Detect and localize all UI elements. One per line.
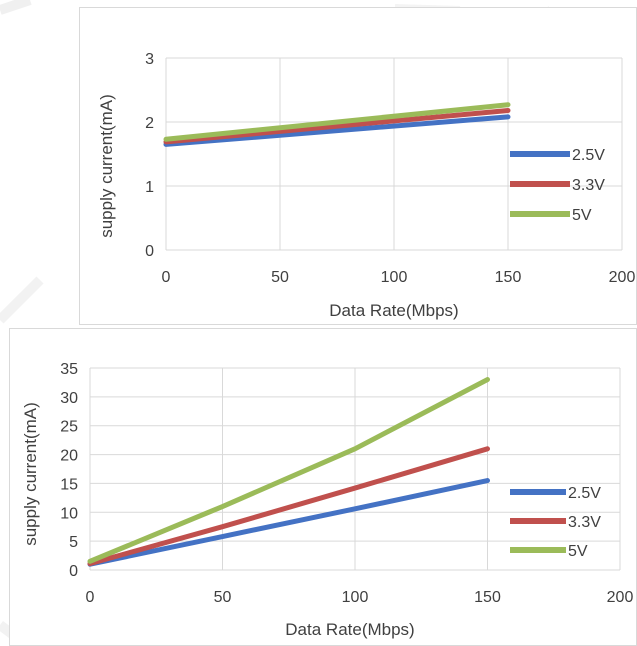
top-series-line-2.5V xyxy=(163,114,511,147)
top-xtick-label: 0 xyxy=(162,269,171,286)
bottom-ytick-label: 15 xyxy=(60,476,78,493)
top-y-axis-title: supply current(mA) xyxy=(97,94,116,238)
bottom-ytick-label: 5 xyxy=(69,534,78,551)
bottom-series-line-3.3V xyxy=(87,446,490,567)
bottom-legend-label: 3.3V xyxy=(568,514,601,531)
bottom-ytick-label: 20 xyxy=(60,448,78,465)
bottom-series-line-5V xyxy=(87,377,490,564)
top-xtick-label: 200 xyxy=(609,269,636,286)
chart-bottom: 0 50 100 150 200 0 5 10 15 20 25 30 35 Data Rate(Mbps… xyxy=(9,328,637,646)
bottom-xtick-label: 150 xyxy=(474,589,501,606)
top-series-line-5V xyxy=(163,102,511,142)
bottom-xtick-label: 50 xyxy=(214,589,232,606)
bottom-ytick-label: 0 xyxy=(69,563,78,580)
top-x-axis-title: Data Rate(Mbps) xyxy=(329,301,458,320)
bottom-xtick-label: 0 xyxy=(86,589,95,606)
bottom-x-axis-title: Data Rate(Mbps) xyxy=(285,620,414,639)
top-xtick-label: 150 xyxy=(495,269,522,286)
top-ytick-label: 0 xyxy=(145,243,154,260)
bottom-ytick-label: 30 xyxy=(60,390,78,407)
top-xtick-label: 100 xyxy=(381,269,408,286)
bottom-y-axis-title: supply current(mA) xyxy=(21,402,40,546)
bottom-xtick-label: 100 xyxy=(342,589,369,606)
chart-bottom-svg: 0 50 100 150 200 0 5 10 15 20 25 30 35 Data Rate(Mbps… xyxy=(21,361,634,639)
top-legend-label: 2.5V xyxy=(572,147,605,164)
chart-top-svg: 0 50 100 150 200 0 1 2 3 Data Rate(Mbps) supply cu… xyxy=(97,51,636,320)
bottom-series-line-2.5V xyxy=(87,478,490,567)
bottom-legend-label: 5V xyxy=(568,543,588,560)
bottom-xtick-label: 200 xyxy=(607,589,634,606)
top-series-line-3.3V xyxy=(163,107,511,145)
top-ytick-label: 2 xyxy=(145,115,154,132)
bottom-ytick-label: 25 xyxy=(60,419,78,436)
bottom-legend-label: 2.5V xyxy=(568,485,601,502)
chart-top: 0 50 100 150 200 0 1 2 3 Data Rate(Mbps) supply cu… xyxy=(79,7,637,325)
top-legend-label: 3.3V xyxy=(572,177,605,194)
top-ytick-label: 1 xyxy=(145,179,154,196)
top-legend-label: 5V xyxy=(572,207,592,224)
bottom-ytick-label: 10 xyxy=(60,505,78,522)
top-ytick-label: 3 xyxy=(145,51,154,68)
top-xtick-label: 50 xyxy=(271,269,289,286)
bottom-ytick-label: 35 xyxy=(60,361,78,378)
